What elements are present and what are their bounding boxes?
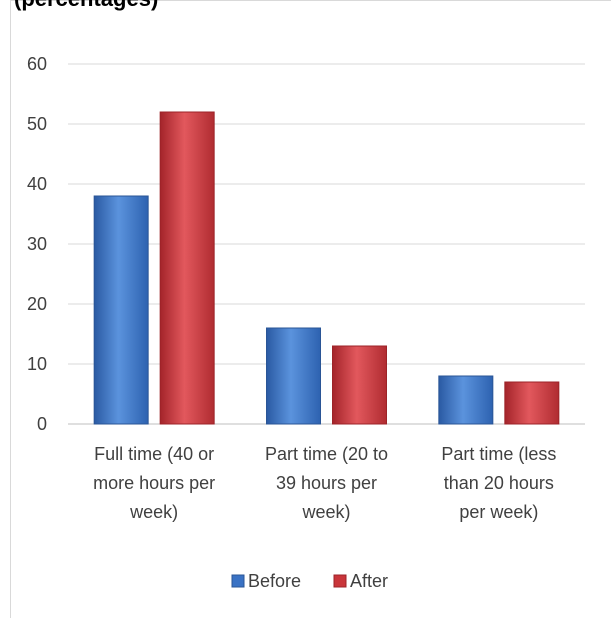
y-tick-label: 20 xyxy=(27,294,47,314)
bar-after-2 xyxy=(332,345,387,425)
bar-after-1 xyxy=(159,111,215,425)
y-tick-label: 60 xyxy=(27,54,47,74)
y-tick-label: 40 xyxy=(27,174,47,194)
legend-swatch-before xyxy=(231,574,245,588)
x-category-label: Part time (less than 20 hours per week) xyxy=(441,444,556,522)
x-category-label: Full time (40 or more hours per week) xyxy=(93,444,215,522)
bar-before-2 xyxy=(266,327,321,425)
legend-swatch-after xyxy=(333,574,347,588)
chart-title: (percentages) xyxy=(14,0,158,12)
bar-after-3 xyxy=(504,381,560,425)
chart-frame xyxy=(10,0,611,618)
y-tick-label: 50 xyxy=(27,114,47,134)
x-category-label: Part time (20 to 39 hours per week) xyxy=(265,444,388,522)
legend-label-before: Before xyxy=(248,571,301,591)
bar-before-1 xyxy=(93,195,149,425)
y-tick-label: 30 xyxy=(27,234,47,254)
y-tick-label: 10 xyxy=(27,354,47,374)
y-tick-label: 0 xyxy=(37,414,47,434)
legend-label-after: After xyxy=(350,571,388,591)
bar-before-3 xyxy=(438,375,494,425)
